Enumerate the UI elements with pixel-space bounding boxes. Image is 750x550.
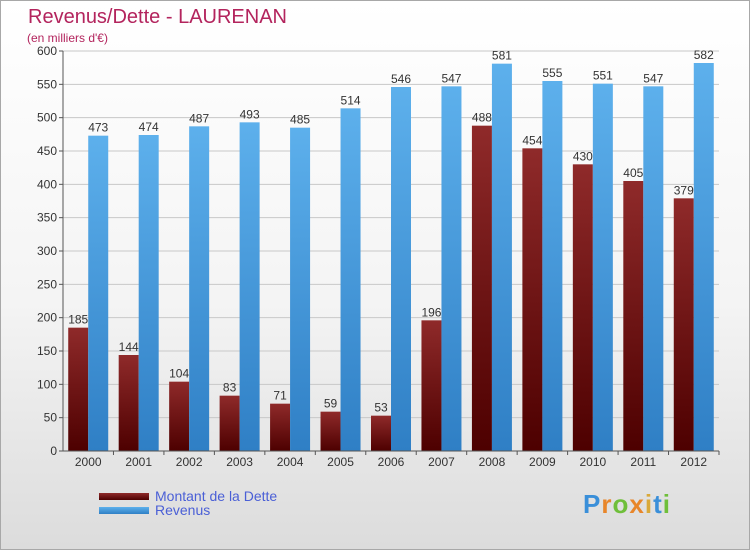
data-label-debt: 405 <box>623 166 643 180</box>
data-labels: 185 473 144 474 104 487 83 493 71 485 59 514 53 546 19… <box>68 48 714 415</box>
x-tick-label: 2009 <box>529 455 556 469</box>
x-tick-label: 2011 <box>630 455 656 469</box>
data-label-debt: 454 <box>522 133 542 147</box>
data-label-revenue: 555 <box>542 66 562 80</box>
bar-revenue <box>239 122 260 451</box>
bar-debt <box>68 327 89 451</box>
legend-item-revenue: Revenus <box>99 502 210 518</box>
bar-revenue <box>88 135 109 451</box>
bar-revenue <box>592 83 613 452</box>
data-label-revenue: 547 <box>441 71 461 85</box>
x-tick-label: 2012 <box>680 455 707 469</box>
y-tick-label: 550 <box>37 77 57 91</box>
data-label-debt: 185 <box>68 313 88 327</box>
data-label-revenue: 493 <box>240 107 260 121</box>
data-label-debt: 83 <box>223 381 237 395</box>
x-tick-label: 2001 <box>125 455 152 469</box>
data-label-debt: 488 <box>472 111 492 125</box>
bar-debt <box>320 411 341 451</box>
x-tick-label: 2010 <box>579 455 606 469</box>
logo-letter: P <box>583 489 602 519</box>
bar-revenue <box>391 87 411 451</box>
bar-revenue <box>491 63 512 452</box>
legend-item-debt: Montant de la Dette <box>99 488 277 504</box>
data-label-revenue: 547 <box>643 71 663 85</box>
bar-revenue <box>189 126 210 451</box>
bar-debt <box>169 381 190 451</box>
logo-letter: x <box>629 489 645 519</box>
legend-swatch-revenue <box>99 506 149 514</box>
y-tick-label: 600 <box>37 44 57 58</box>
x-tick-label: 2004 <box>277 455 304 469</box>
chart-subtitle: (en milliers d'€) <box>27 31 108 45</box>
bar-revenue <box>138 135 159 451</box>
bar-debt <box>471 125 492 452</box>
data-label-debt: 379 <box>674 183 694 197</box>
bar-revenue <box>290 127 311 452</box>
bar-revenue <box>693 63 714 451</box>
logo-letter: i <box>644 489 654 519</box>
y-tick-label: 0 <box>50 444 57 458</box>
y-tick-label: 500 <box>37 111 57 125</box>
bar-debt <box>118 355 139 451</box>
data-label-debt: 430 <box>573 149 593 163</box>
bar-revenue <box>441 86 462 451</box>
y-tick-label: 300 <box>37 244 57 258</box>
x-tick-label: 2005 <box>327 455 354 469</box>
x-tick-label: 2006 <box>378 455 405 469</box>
logo-letter: t <box>653 489 663 519</box>
data-label-debt: 71 <box>273 389 287 403</box>
data-label-revenue: 474 <box>139 120 159 134</box>
y-tick-label: 200 <box>37 311 57 325</box>
x-tick-label: 2003 <box>226 455 253 469</box>
bar-revenue <box>643 86 664 451</box>
data-label-debt: 53 <box>374 401 388 415</box>
bars <box>68 63 714 452</box>
proxiti-logo: Proxiti <box>583 489 671 520</box>
y-tick-label: 450 <box>37 144 57 158</box>
bar-debt <box>522 148 543 452</box>
x-tick-label: 2000 <box>75 455 102 469</box>
y-tick-label: 50 <box>44 411 58 425</box>
legend-label-revenue: Revenus <box>155 502 211 518</box>
y-tick-label: 350 <box>37 211 57 225</box>
y-tick-label: 100 <box>37 377 57 391</box>
data-label-revenue: 546 <box>391 72 411 86</box>
data-label-debt: 104 <box>169 367 189 381</box>
data-label-revenue: 485 <box>290 113 310 127</box>
x-tick-label: 2008 <box>479 455 506 469</box>
bar-debt <box>219 395 240 451</box>
y-tick-label: 400 <box>37 177 57 191</box>
chart-title: Revenus/Dette - LAURENAN <box>28 6 287 28</box>
data-label-revenue: 514 <box>341 93 361 107</box>
logo-letter: r <box>601 489 613 519</box>
data-label-debt: 144 <box>119 340 139 354</box>
bar-revenue <box>542 81 563 451</box>
data-label-revenue: 487 <box>189 111 209 125</box>
bar-debt <box>371 415 391 451</box>
y-tick-label: 250 <box>37 277 57 291</box>
bar-debt <box>673 198 694 451</box>
bar-debt <box>572 164 593 452</box>
data-label-revenue: 551 <box>593 69 613 83</box>
bar-revenue <box>340 108 361 451</box>
bar-debt <box>623 181 644 451</box>
x-tick-label: 2002 <box>176 455 203 469</box>
data-label-revenue: 581 <box>492 49 512 63</box>
data-label-revenue: 582 <box>694 48 714 62</box>
x-tick-label: 2007 <box>428 455 455 469</box>
logo-letter: o <box>612 489 630 519</box>
bar-debt <box>270 403 291 451</box>
data-label-debt: 59 <box>324 397 338 411</box>
logo-letter: i <box>662 489 671 519</box>
data-label-debt: 196 <box>421 305 441 319</box>
data-label-revenue: 473 <box>88 121 108 135</box>
legend-swatch-debt <box>99 492 149 500</box>
bar-debt <box>421 320 442 451</box>
axes: 0 50 100 150 200 250 300 350 400 450 500 550 600 2000… <box>37 44 720 469</box>
y-tick-label: 150 <box>37 344 57 358</box>
legend-label-debt: Montant de la Dette <box>155 488 278 504</box>
